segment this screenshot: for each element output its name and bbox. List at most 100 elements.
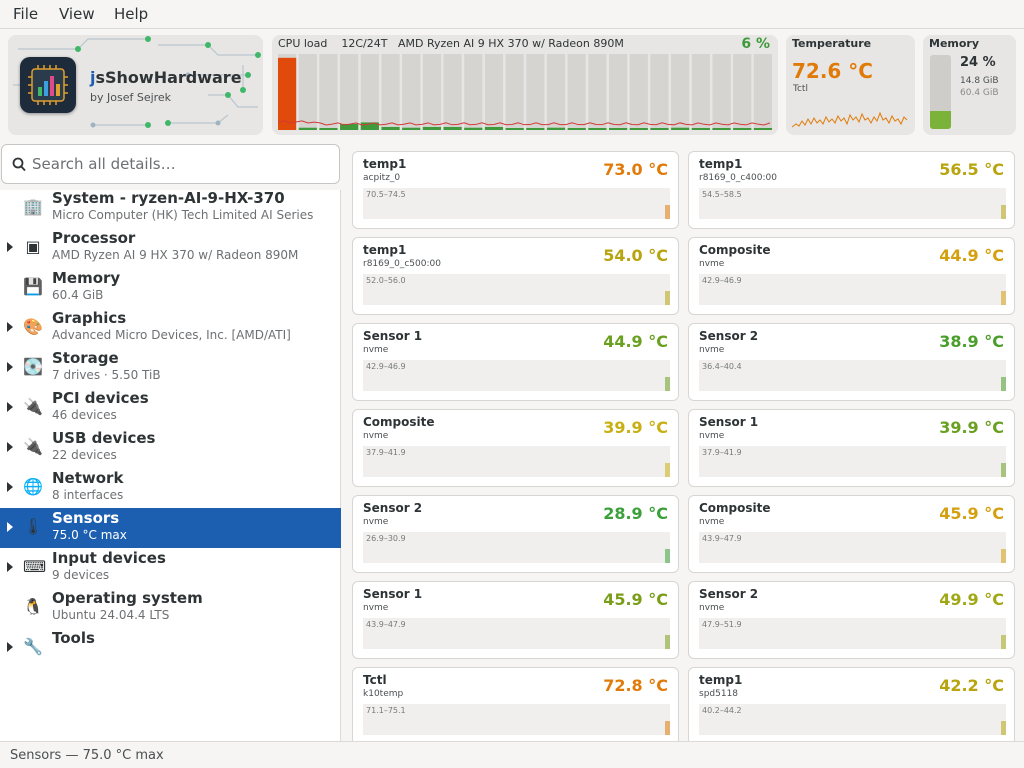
memory-used: 14.8 GiB [960,76,999,86]
menu-view[interactable]: View [59,5,95,23]
floppy-icon: 💾 [23,277,43,296]
sidebar-item-pci[interactable]: 🔌 PCI devices 46 devices [0,388,341,428]
cpu-core-track [753,54,772,130]
sensor-range: 54.5–58.5 [702,190,742,199]
sensor-card[interactable]: Sensor 1 nvme 45.9 °C 43.9–47.9 [352,581,679,659]
expand-arrow-icon[interactable] [7,562,13,572]
sensor-sparkline [665,635,670,649]
sidebar-item-processor[interactable]: ▣ Processor AMD Ryzen AI 9 HX 370 w/ Radeo… [0,228,341,268]
sensor-card[interactable]: Sensor 2 nvme 49.9 °C 47.9–51.9 [688,581,1015,659]
sidebar-item-subtitle: Advanced Micro Devices, Inc. [AMD/ATI] [52,328,291,342]
sidebar-item-usb[interactable]: 🔌 USB devices 22 devices [0,428,341,468]
sidebar-item-operating[interactable]: 🐧 Operating system Ubuntu 24.04.4 LTS [0,588,341,628]
sensor-source: nvme [699,431,725,441]
sensor-source: nvme [699,603,725,613]
cpu-core-track [443,54,462,130]
sensor-source: nvme [699,259,725,269]
sensor-name: temp1 [699,673,743,687]
sensor-card[interactable]: temp1 acpitz_0 73.0 °C 70.5–74.5 [352,151,679,229]
plug-icon: 🔌 [23,397,43,416]
expand-arrow-icon[interactable] [7,322,13,332]
sidebar-item-subtitle: 9 devices [52,568,110,582]
sensor-card[interactable]: temp1 r8169_0_c400:00 56.5 °C 54.5–58.5 [688,151,1015,229]
search-box[interactable] [1,144,340,184]
sidebar-item-input[interactable]: ⌨ Input devices 9 devices [0,548,341,588]
sensor-sparkline [665,205,670,219]
globe-icon: 🌐 [23,477,43,496]
sensor-sparkline [665,377,670,391]
cpu-core-bar [609,128,628,130]
sensor-card[interactable]: Sensor 2 nvme 28.9 °C 26.9–30.9 [352,495,679,573]
thermometer-icon: 🌡 [23,517,44,536]
search-icon [12,157,26,172]
expand-arrow-icon[interactable] [7,482,13,492]
sensor-sparkline [665,291,670,305]
sensor-card[interactable]: Tctl k10temp 72.8 °C 71.1–75.1 [352,667,679,741]
sensor-range: 37.9–41.9 [702,448,742,457]
sensor-source: acpitz_0 [363,173,401,183]
cpu-core-bar [340,123,359,130]
sidebar-item-title: USB devices [52,429,156,447]
sensor-card[interactable]: Sensor 2 nvme 38.9 °C 36.4–40.4 [688,323,1015,401]
sensor-value: 28.9 °C [603,504,668,523]
expand-arrow-icon[interactable] [7,362,13,372]
sensor-history-graph: 54.5–58.5 [699,188,1006,219]
sidebar-item-sensors[interactable]: 🌡 Sensors 75.0 °C max [0,508,341,548]
expand-arrow-icon[interactable] [7,522,13,532]
sensor-value: 44.9 °C [603,332,668,351]
expand-arrow-icon[interactable] [7,642,13,652]
expand-arrow-icon[interactable] [7,242,13,252]
memory-panel: Memory 24 % 14.8 GiB 60.4 GiB [923,35,1016,135]
cpu-core-bar [381,126,400,130]
sensor-source: nvme [699,517,725,527]
sensor-value: 49.9 °C [939,590,1004,609]
cpu-core-bar [733,128,752,130]
temperature-label: Temperature [792,37,872,50]
cpu-core-track [319,54,338,130]
sensor-source: nvme [699,345,725,355]
sidebar-item-system[interactable]: 🏢 System - ryzen-AI-9-HX-370 Micro Compute… [0,188,341,228]
sensor-card[interactable]: Composite nvme 44.9 °C 42.9–46.9 [688,237,1015,315]
cpu-core-bar [526,128,545,130]
sensor-value: 45.9 °C [603,590,668,609]
sensor-sparkline [665,721,670,735]
menu-file[interactable]: File [13,5,39,23]
sensor-card[interactable]: temp1 spd5118 42.2 °C 40.2–44.2 [688,667,1015,741]
cpu-core-bar [753,128,772,130]
status-bar: Sensors — 75.0 °C max [0,741,1024,768]
wrench-icon: 🔧 [23,637,43,656]
search-input[interactable] [32,153,322,175]
sidebar-item-tools[interactable]: 🔧 Tools [0,628,341,668]
cpu-core-bar [567,128,586,130]
sidebar-item-subtitle: 75.0 °C max [52,528,127,542]
sensor-source: r8169_0_c500:00 [363,259,441,269]
sidebar-item-network[interactable]: 🌐 Network 8 interfaces [0,468,341,508]
sensor-sparkline [1001,635,1006,649]
cpu-core-track [505,54,524,130]
sensor-card[interactable]: Sensor 1 nvme 44.9 °C 42.9–46.9 [352,323,679,401]
sensor-name: Sensor 2 [699,329,759,343]
sensor-sparkline [1001,377,1006,391]
sensor-name: Composite [699,243,771,257]
cpu-core-track [650,54,669,130]
sidebar-item-subtitle: 8 interfaces [52,488,124,502]
cpu-core-track [546,54,566,130]
menu-help[interactable]: Help [114,5,149,23]
sensor-card[interactable]: Sensor 1 nvme 39.9 °C 37.9–41.9 [688,409,1015,487]
sidebar-item-title: Storage [52,349,119,367]
sensor-name: Composite [363,415,435,429]
memory-percent: 24 % [960,55,996,70]
sensor-history-graph: 26.9–30.9 [363,532,670,563]
sidebar-item-memory[interactable]: 💾 Memory 60.4 GiB [0,268,341,308]
cpu-core-bar [443,126,462,130]
sidebar-item-graphics[interactable]: 🎨 Graphics Advanced Micro Devices, Inc. [A… [0,308,341,348]
sidebar-item-storage[interactable]: 💽 Storage 7 drives · 5.50 TiB [0,348,341,388]
expand-arrow-icon[interactable] [7,402,13,412]
memory-usage-bar [930,55,951,129]
sensor-card[interactable]: Composite nvme 39.9 °C 37.9–41.9 [352,409,679,487]
sensor-card[interactable]: temp1 r8169_0_c500:00 54.0 °C 52.0–56.0 [352,237,679,315]
expand-arrow-icon[interactable] [7,442,13,452]
cpu-core-track [733,54,752,130]
sensor-card[interactable]: Composite nvme 45.9 °C 43.9–47.9 [688,495,1015,573]
cpu-core-bar [691,128,710,130]
